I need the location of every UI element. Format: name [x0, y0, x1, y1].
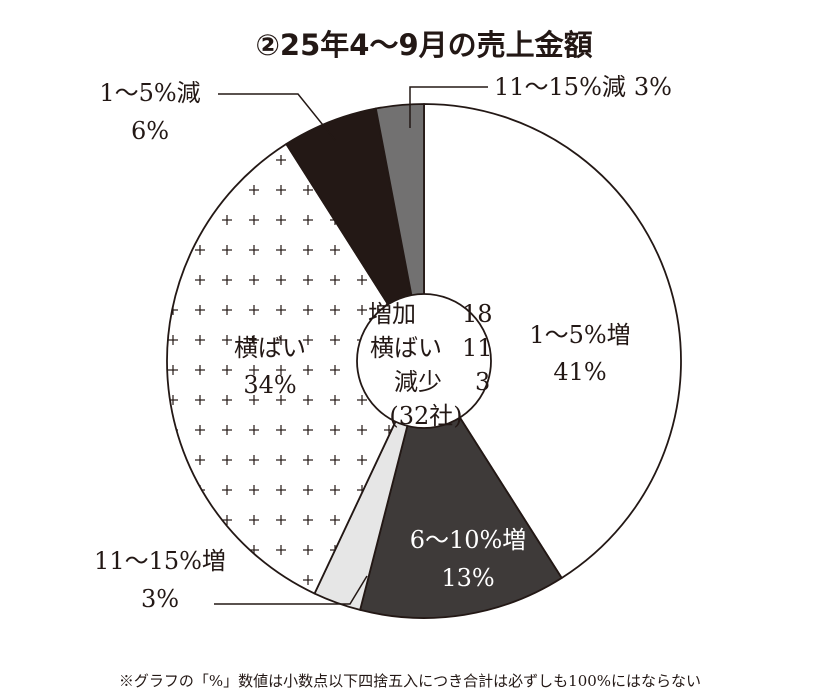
- slice-label-decrease-1-5: 1〜5%減: [99, 79, 200, 107]
- slice-label-increase-6-10: 6〜10%増: [410, 526, 527, 554]
- footnote: ※グラフの「%」数値は小数点以下四捨五入につき合計は必ずしも100%にはならない: [119, 672, 701, 690]
- chart-title: ②25年4〜9月の売上金額: [255, 28, 592, 62]
- pie-slice-flat: [166, 143, 425, 595]
- slice-value-increase-6-10: 13%: [441, 564, 494, 592]
- slice-labels: 1〜5%増 41% 6〜10%増 13% 11〜15%増 3% 横ばい 34% …: [94, 73, 672, 613]
- center-summary: 増加 18 横ばい 11 減少 3 (32社): [368, 300, 493, 430]
- slice-value-increase-11-15: 3%: [141, 585, 179, 613]
- leader-lines: [214, 86, 488, 605]
- leader-line-increase-11-15: [214, 575, 368, 605]
- leader-line-decrease-11-15: [409, 86, 488, 128]
- center-count-decrease: 3: [475, 368, 490, 396]
- slice-label-increase-1-5: 1〜5%増: [529, 321, 630, 349]
- slice-value-flat: 34%: [243, 371, 296, 399]
- slice-label-increase-11-15: 11〜15%増: [94, 547, 226, 575]
- leader-line-decrease-1-5: [218, 93, 336, 141]
- center-label-flat: 横ばい: [370, 334, 442, 362]
- center-label-increase: 増加: [368, 300, 416, 328]
- center-count-increase: 18: [462, 300, 493, 328]
- slice-value-decrease-1-5: 6%: [131, 117, 169, 145]
- pie-slice-increase-1-5: [423, 103, 682, 579]
- slice-label-decrease-11-15: 11〜15%減 3%: [494, 73, 672, 101]
- center-total: (32社): [389, 402, 462, 430]
- center-label-decrease: 減少: [394, 368, 442, 396]
- center-count-flat: 11: [462, 334, 493, 362]
- slice-label-flat: 横ばい: [234, 334, 306, 362]
- slice-value-increase-1-5: 41%: [553, 358, 606, 386]
- center-circle: [356, 293, 492, 429]
